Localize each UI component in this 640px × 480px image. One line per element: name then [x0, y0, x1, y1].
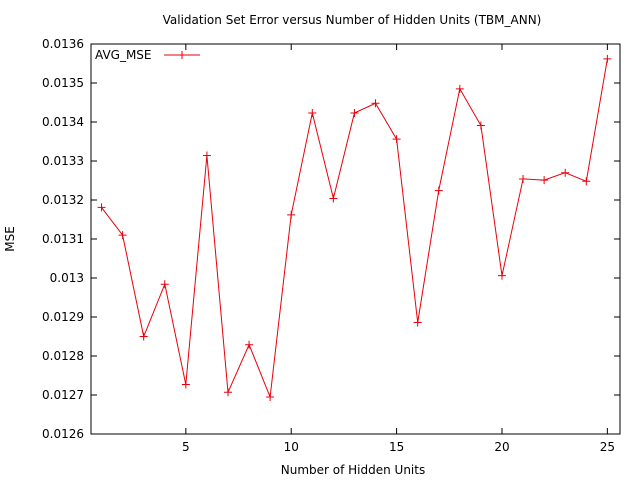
data-point: [519, 174, 528, 183]
legend-marker-icon: [178, 51, 186, 59]
data-point: [97, 203, 106, 212]
y-tick-label: 0.0129: [42, 310, 84, 324]
data-point: [561, 168, 570, 177]
data-point: [287, 210, 296, 219]
data-point: [371, 99, 380, 108]
y-tick-label: 0.0136: [42, 37, 84, 51]
x-tick-label: 25: [600, 440, 615, 454]
legend-label: AVG_MSE: [95, 48, 152, 62]
y-tick-label: 0.0134: [42, 115, 84, 129]
data-point: [350, 109, 359, 118]
y-tick-label: 0.0131: [42, 232, 84, 246]
x-tick-label: 5: [182, 440, 190, 454]
y-axis: 0.0126 0.0127 0.0128 0.0129 0.013 0.0131 0.013…: [42, 37, 620, 441]
data-point: [413, 318, 422, 327]
plot-frame: [90, 43, 621, 435]
data-point: [223, 388, 232, 397]
data-point: [160, 280, 169, 289]
x-tick-label: 15: [389, 440, 404, 454]
x-axis-label: Number of Hidden Units: [281, 463, 425, 477]
data-point: [308, 109, 317, 118]
y-tick-label: 0.0128: [42, 349, 84, 363]
data-point: [392, 135, 401, 144]
data-point: [202, 151, 211, 160]
data-point: [266, 392, 275, 401]
x-tick-label: 10: [284, 440, 299, 454]
data-point: [434, 186, 443, 195]
y-tick-label: 0.013: [50, 271, 84, 285]
y-tick-label: 0.0127: [42, 388, 84, 402]
data-point: [118, 231, 127, 240]
y-tick-label: 0.0135: [42, 76, 84, 90]
chart-title: Validation Set Error versus Number of Hi…: [163, 13, 542, 27]
y-tick-label: 0.0126: [42, 427, 84, 441]
data-point: [139, 332, 148, 341]
data-point: [582, 177, 591, 186]
x-axis: 5 10 15 20 25: [182, 44, 615, 454]
data-point: [497, 271, 506, 280]
series-layer: [97, 54, 612, 401]
data-point: [476, 121, 485, 130]
y-tick-label: 0.0132: [42, 193, 84, 207]
data-point: [329, 194, 338, 203]
legend: AVG_MSE: [95, 48, 200, 62]
data-point: [245, 340, 254, 349]
y-axis-label: MSE: [3, 226, 17, 252]
data-point: [603, 54, 612, 63]
data-point: [540, 176, 549, 185]
data-point: [455, 84, 464, 93]
data-point: [181, 380, 190, 389]
x-tick-label: 20: [494, 440, 509, 454]
y-tick-label: 0.0133: [42, 154, 84, 168]
